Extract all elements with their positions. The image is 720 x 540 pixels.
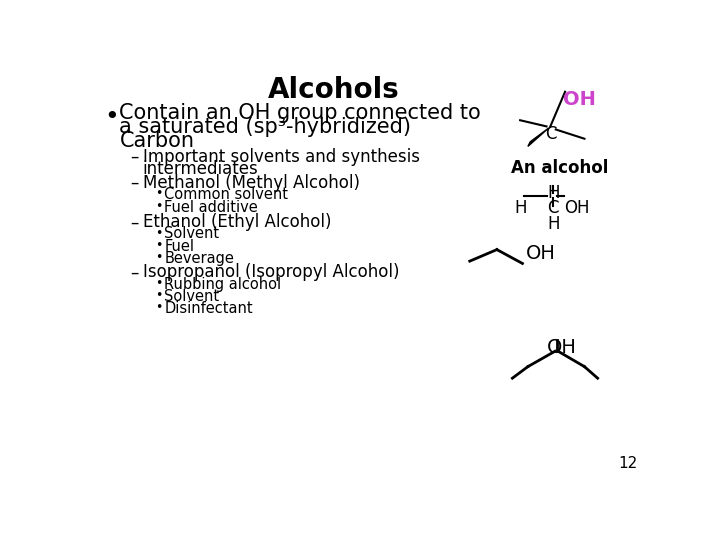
Text: –: – <box>130 148 139 166</box>
Text: –: – <box>130 174 139 192</box>
Text: OH: OH <box>547 338 577 357</box>
Text: Disinfectant: Disinfectant <box>164 301 253 316</box>
Text: An alcohol: An alcohol <box>510 159 608 177</box>
Text: •: • <box>104 105 119 129</box>
Text: •: • <box>155 289 163 302</box>
Text: •: • <box>155 276 163 289</box>
Text: a saturated (sp³-hybridized): a saturated (sp³-hybridized) <box>120 117 411 137</box>
Text: C: C <box>547 199 559 217</box>
Text: Contain an OH group connected to: Contain an OH group connected to <box>120 103 481 123</box>
Text: Common solvent: Common solvent <box>164 187 289 202</box>
Text: Rubbing alcohol: Rubbing alcohol <box>164 276 282 292</box>
Text: •: • <box>155 239 163 252</box>
Text: Solvent: Solvent <box>164 289 220 304</box>
Text: H: H <box>547 184 559 202</box>
Text: •: • <box>155 251 163 264</box>
Text: Methanol (Methyl Alcohol): Methanol (Methyl Alcohol) <box>143 174 360 192</box>
Text: Beverage: Beverage <box>164 251 234 266</box>
Text: Fuel additive: Fuel additive <box>164 200 258 214</box>
Text: •: • <box>155 301 163 314</box>
Text: Solvent: Solvent <box>164 226 220 241</box>
Text: H: H <box>515 199 527 217</box>
Text: 12: 12 <box>618 456 637 471</box>
Text: –: – <box>130 213 139 232</box>
Text: H: H <box>547 215 559 233</box>
Text: Ethanol (Ethyl Alcohol): Ethanol (Ethyl Alcohol) <box>143 213 331 232</box>
Text: •: • <box>155 187 163 200</box>
Text: Fuel: Fuel <box>164 239 194 254</box>
Text: OH: OH <box>526 244 555 263</box>
Text: OH: OH <box>563 90 595 109</box>
Polygon shape <box>528 128 549 146</box>
Text: OH: OH <box>564 199 590 217</box>
Text: •: • <box>155 226 163 240</box>
Text: Carbon: Carbon <box>120 131 194 151</box>
Text: •: • <box>155 200 163 213</box>
Text: Important solvents and synthesis: Important solvents and synthesis <box>143 148 420 166</box>
Text: intermediates: intermediates <box>143 160 258 178</box>
Text: Isopropanol (Isopropyl Alcohol): Isopropanol (Isopropyl Alcohol) <box>143 264 399 281</box>
Text: C: C <box>545 125 557 143</box>
Text: –: – <box>130 264 139 281</box>
Text: Alcohols: Alcohols <box>269 76 400 104</box>
